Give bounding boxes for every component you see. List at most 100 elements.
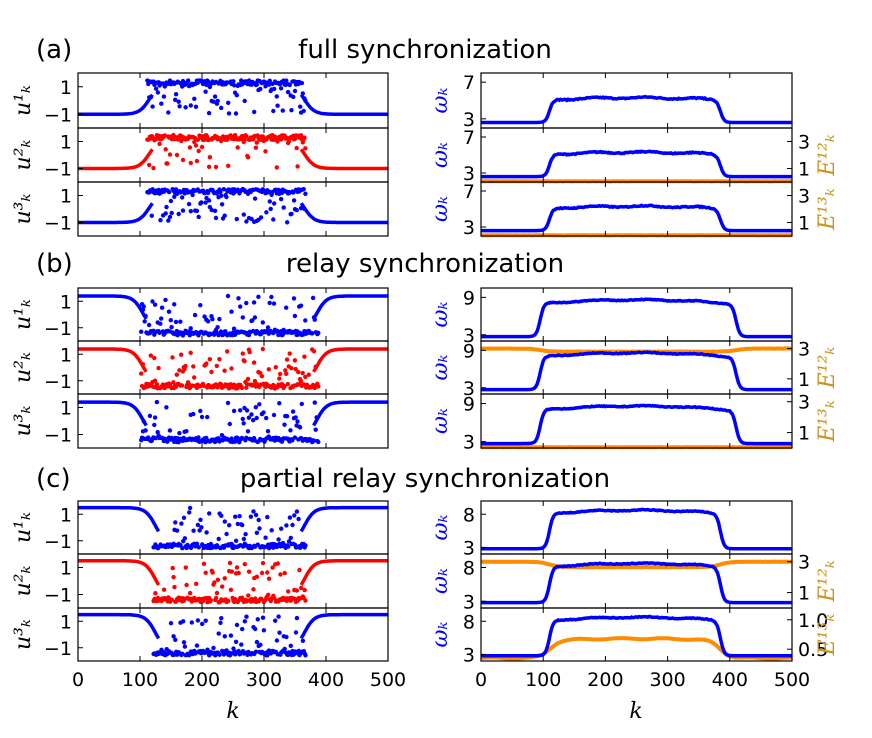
u-point [298,303,304,308]
u-point [233,597,238,602]
u-point [274,165,279,170]
u-point [167,428,173,433]
u-line-r0-0-1 [299,93,388,116]
u-point [293,366,298,372]
u-point [232,83,237,88]
u-panel-r1-0: 1 −1 u¹ₖ [11,287,389,342]
u-point [209,207,214,213]
u-point [277,401,282,406]
E-ytick-label: 0.5 [798,639,828,661]
u-point [294,145,299,151]
u-point [254,415,259,421]
u-line-r2-0-0 [78,505,161,533]
omega-ytick-label: 7 [463,127,475,149]
omega-ytick-label: 7 [463,181,475,203]
u-point [176,211,181,217]
omega-panel-r1-2: 9 3 ωₖ 3 1 E¹³ₖ [428,392,840,454]
u-point [222,634,227,639]
u-point [284,634,289,640]
u-point [172,302,177,307]
u-point [199,200,204,205]
u-point [180,195,185,200]
u-point [216,631,221,636]
u-point [187,505,193,511]
u-point [299,80,305,86]
u-point [173,319,179,325]
u-point [206,198,212,203]
u-point [302,587,307,593]
omega-line-r1-2 [481,403,792,446]
u-point [292,513,297,518]
u-point [184,582,189,588]
u-point [228,633,234,638]
u-point [203,200,208,205]
u-point [303,146,308,151]
u-point [244,408,250,413]
u-ylabel-r0-0: u¹ₖ [11,85,36,116]
row-c-tag: (c) [36,464,71,494]
u-point [299,585,304,591]
u-point [213,215,219,221]
u-point [276,537,281,542]
u-point [300,370,305,376]
omega-ytick-label: 3 [463,378,475,400]
u-point [283,368,288,373]
u-point [277,630,282,635]
u-point [198,303,203,308]
omega-ytick-label: 3 [463,217,475,239]
u-point [296,516,301,522]
u-point [233,514,238,519]
u-point [158,321,163,326]
u-point [294,588,300,593]
u-point [166,110,171,115]
u-point [298,133,304,138]
u-point [292,313,298,319]
u-point [294,207,299,213]
u-point [267,300,272,306]
u-point [284,523,289,528]
x-tick-label: 400 [308,669,344,691]
u-point [256,294,261,299]
u-point [253,626,258,632]
u-ylabel-r1-0: u¹ₖ [11,299,36,330]
x-tick-label: 300 [246,669,282,691]
u-point [172,584,177,590]
omega-ytick-label: 8 [463,558,475,580]
u-point [188,350,193,355]
u-point [241,536,247,542]
u-point [204,361,209,366]
u-point [225,293,231,299]
u-point [219,616,224,621]
u-point [211,99,216,104]
u-point [258,215,264,220]
omega-ytick-label: 3 [463,109,475,131]
u-point [261,628,267,633]
u-point [195,522,201,528]
row-a-tag: (a) [36,35,72,65]
u-point [297,567,302,573]
u-point [278,86,284,91]
u-point [252,109,257,115]
u-point [154,382,160,387]
u-point [284,414,290,419]
u-ytick-label: −1 [44,425,72,447]
E-ylabel-r2-2: E¹³ₖ [815,614,840,657]
u-point [215,577,221,582]
u-line-r1-1-0 [78,347,148,373]
E-ytick-label: 1 [798,159,810,181]
u-point [139,371,144,376]
u-point [191,364,196,369]
x-axis-label-left: k [226,699,239,724]
u-point [241,212,246,217]
u-point [215,325,220,330]
u-point [282,570,287,576]
omega-panel-r0-0: 7 3 ωₖ [428,72,793,131]
u-point [272,201,277,206]
u-point [207,155,213,160]
E-ytick-label: 1 [798,583,810,605]
u-point [191,411,196,417]
x-tick-label: 400 [712,669,748,691]
u-point [169,597,175,602]
u-point [224,531,229,537]
u-point [152,378,158,383]
